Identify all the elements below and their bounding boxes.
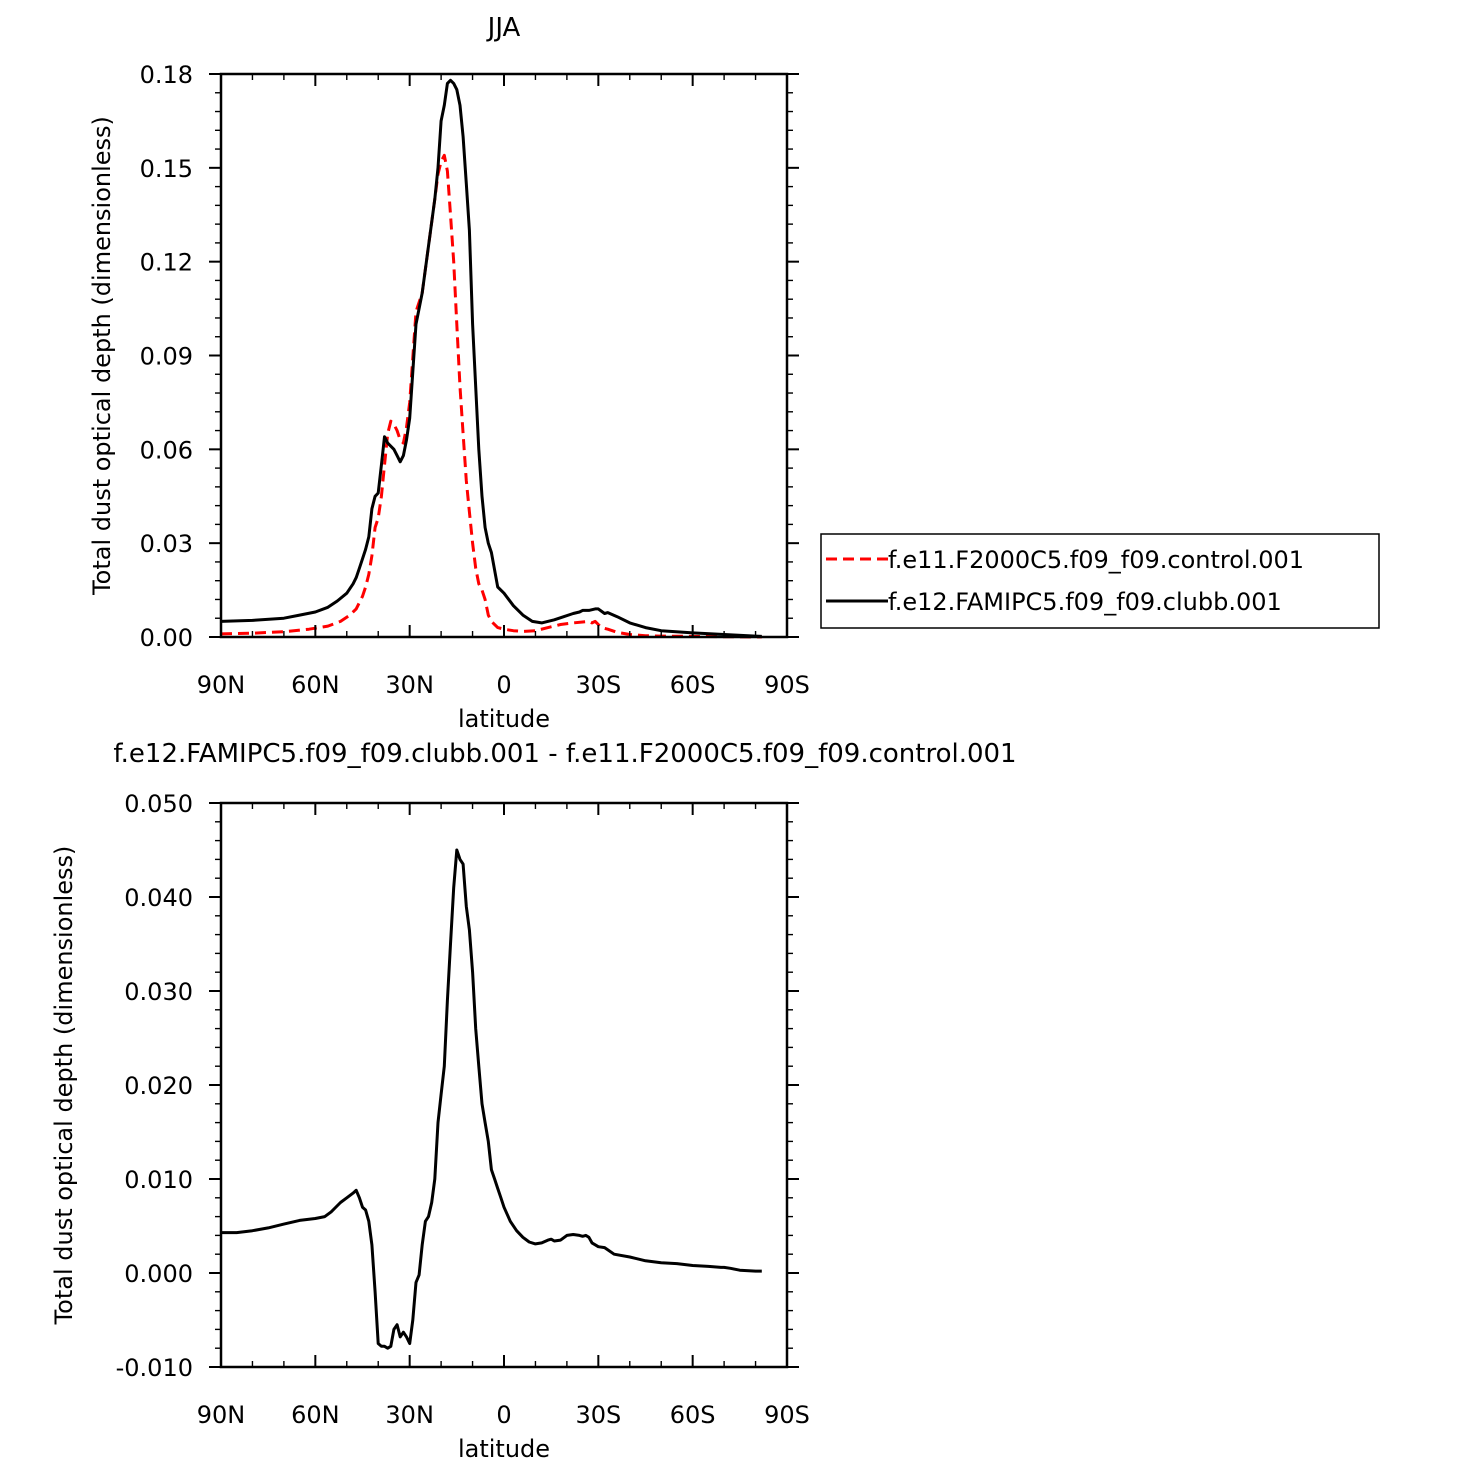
panel-bottom: 90N 60N 30N 0 30S 60S 90S -0.010 0.000 0.010 0.020… [50,739,1017,1463]
x-tick-label-top: 90N [197,671,246,699]
plot-area-bottom [221,848,762,1350]
x-tick-label-bottom: 90N [197,1401,246,1429]
chart-title-top: JJA [486,13,521,43]
y-axis-label-top: Total dust optical depth (dimensionless) [88,116,116,596]
legend: f.e11.F2000C5.f09_f09.control.001 f.e12.… [820,533,1380,629]
x-tick-label-top: 0 [496,671,511,699]
series-line-bottom-0 [221,848,762,1350]
x-tick-label-bottom: 60N [291,1401,340,1429]
y-tick-label-top: 0.12 [140,249,193,277]
y-tick-label-top: 0.15 [140,155,193,183]
x-tick-label-bottom: 90S [764,1401,810,1429]
plot-area-top [220,78,762,639]
legend-label-clubb: f.e12.FAMIPC5.f09_f09.clubb.001 [888,588,1282,616]
legend-label-control: f.e11.F2000C5.f09_f09.control.001 [888,546,1304,574]
y-tick-label-bottom: 0.020 [124,1072,193,1100]
y-tick-label-bottom: 0.000 [124,1260,193,1288]
plot-frame-bottom [219,801,789,1369]
y-tick-label-bottom: -0.010 [116,1354,193,1382]
x-tick-label-bottom: 30S [575,1401,621,1429]
y-tick-label-bottom: 0.030 [124,978,193,1006]
y-tick-label-bottom: 0.050 [124,790,193,818]
x-tick-label-top: 30S [575,671,621,699]
y-axis-label-bottom: Total dust optical depth (dimensionless) [50,846,78,1326]
chart-title-bottom: f.e12.FAMIPC5.f09_f09.clubb.001 - f.e11.… [113,739,1016,769]
plot-frame-top [219,72,789,639]
panel-top: 90N 60N 30N 0 30S 60S 90S 0.00 0.03 0.06 0.09 0.12 0… [88,13,810,733]
x-tick-label-top: 30N [385,671,434,699]
y-tick-label-top: 0.18 [140,61,193,89]
x-tick-label-bottom: 60S [670,1401,716,1429]
x-axis-label-top: latitude [458,705,550,733]
y-tick-label-bottom: 0.010 [124,1166,193,1194]
series-line-top-1 [220,78,762,638]
x-tick-label-bottom: 30N [385,1401,434,1429]
y-tick-label-top: 0.03 [140,530,193,558]
series-line-top-0 [220,153,762,639]
y-tick-label-top: 0.06 [140,436,193,464]
x-tick-label-bottom: 0 [496,1401,511,1429]
legend-box [820,533,1380,629]
x-tick-label-top: 60S [670,671,716,699]
x-axis-label-bottom: latitude [458,1435,550,1463]
x-tick-label-top: 90S [764,671,810,699]
y-tick-label-bottom: 0.040 [124,884,193,912]
x-tick-label-top: 60N [291,671,340,699]
y-tick-label-top: 0.00 [140,624,193,652]
y-tick-label-top: 0.09 [140,343,193,371]
